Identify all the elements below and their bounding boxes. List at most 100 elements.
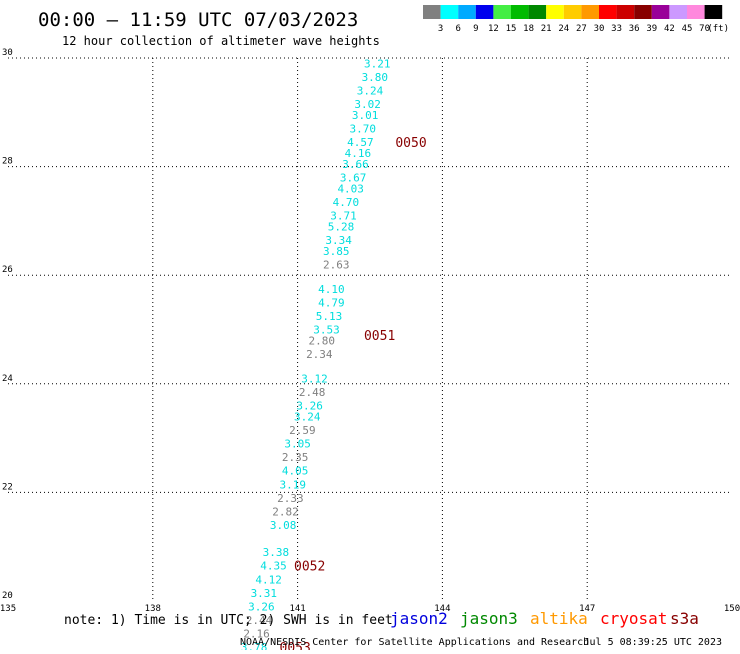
time-label: 0050: [395, 136, 426, 151]
data-point-cyan: 3.67: [340, 171, 367, 184]
y-tick-label: 30: [2, 48, 13, 58]
colorbar-swatch: [704, 5, 723, 19]
x-tick-label: 138: [145, 604, 161, 614]
data-point-cyan: 3.34: [325, 234, 352, 247]
colorbar-swatch: [651, 5, 670, 19]
chart-subtitle: 12 hour collection of altimeter wave hei…: [62, 34, 380, 48]
colorbar-swatch: [669, 5, 687, 19]
data-point-cyan: 3.31: [251, 587, 278, 600]
colorbar-tick-label: 42: [664, 24, 675, 34]
data-point-cyan: 4.79: [318, 296, 345, 309]
x-tick-label: 150: [724, 604, 740, 614]
colorbar-swatch: [563, 5, 582, 19]
data-point-cyan: 3.19: [280, 478, 307, 491]
colorbar-swatch: [546, 5, 564, 19]
colorbar-swatch: [493, 5, 511, 19]
data-point-cyan: 5.13: [316, 310, 343, 323]
y-tick-label: 28: [2, 157, 13, 167]
data-point-gray: 2.34: [306, 348, 333, 361]
data-point-cyan: 3.01: [352, 109, 379, 122]
colorbar-tick-label: 70: [699, 24, 710, 34]
colorbar-swatch: [423, 5, 441, 19]
data-point-cyan: 4.12: [255, 573, 282, 586]
satellite-legend: jason2 jason3 altika cryosat s3a: [390, 609, 699, 628]
colorbar-tick-label: 30: [594, 24, 605, 34]
colorbar-tick-label: 3: [438, 24, 443, 34]
data-point-cyan: 3.24: [357, 85, 384, 98]
colorbar-swatch: [616, 5, 635, 19]
data-point-cyan: 4.35: [260, 560, 287, 573]
satellite-label-cryosat: cryosat: [600, 609, 667, 628]
data-point-cyan: 4.03: [337, 182, 364, 195]
data-point-cyan: 3.38: [263, 546, 290, 559]
y-tick-label: 26: [2, 265, 13, 275]
data-point-cyan: 3.26: [248, 600, 275, 613]
time-label: 0052: [294, 560, 325, 575]
data-point-cyan: 3.12: [301, 372, 328, 385]
colorbar-tick-label: 45: [682, 24, 693, 34]
time-label: 0051: [364, 329, 395, 344]
colorbar-swatch: [511, 5, 529, 19]
colorbar-tick-label: 27: [576, 24, 587, 34]
colorbar-tick-label: 15: [506, 24, 517, 34]
footer-credit: NOAA/NESDIS Center for Satellite Applica…: [240, 637, 589, 648]
data-point-gray: 2.82: [272, 505, 299, 518]
data-point-cyan: 3.21: [364, 57, 391, 70]
data-point-cyan: 3.66: [342, 158, 369, 171]
data-point-cyan: 3.05: [284, 438, 311, 451]
colorbar-swatch: [687, 5, 705, 19]
data-point-gray: 2.59: [289, 424, 316, 437]
colorbar-swatch: [599, 5, 617, 19]
data-point-gray: 2.80: [308, 334, 335, 347]
x-tick-label: 141: [289, 604, 305, 614]
chart-title: 00:00 — 11:59 UTC 07/03/2023: [38, 9, 358, 31]
colorbar-tick-label: 21: [541, 24, 552, 34]
data-point-gray: 2.16: [243, 628, 270, 641]
data-point-gray: 2.48: [299, 386, 326, 399]
data-point-gray: 2.33: [277, 492, 304, 505]
colorbar-swatch: [528, 5, 547, 19]
colorbar-tick-label: 6: [455, 24, 460, 34]
wave-height-points: 3.213.803.243.023.013.704.574.163.663.67…: [241, 57, 391, 654]
colorbar-swatch: [634, 5, 652, 19]
satellite-label-jason3: jason3: [460, 609, 518, 628]
colorbar-tick-label: 39: [646, 24, 657, 34]
footer-note: note: 1) Time is in UTC; 2) SWH is in fe…: [64, 613, 393, 628]
data-point-cyan: 4.05: [282, 465, 309, 478]
satellite-label-jason2: jason2: [390, 609, 448, 628]
x-tick-label: 147: [579, 604, 595, 614]
colorbar-swatch: [581, 5, 599, 19]
data-point-cyan: 3.70: [350, 123, 377, 136]
data-point-cyan: 4.16: [345, 147, 372, 160]
y-tick-label: 24: [2, 374, 13, 384]
colorbar-tick-label: 36: [629, 24, 640, 34]
colorbar-tick-label: 24: [558, 24, 569, 34]
data-point-cyan: 3.71: [330, 209, 357, 222]
data-point-cyan: 5.28: [328, 220, 355, 233]
data-point-gray: 2.35: [282, 451, 309, 464]
y-tick-label: 20: [2, 591, 13, 601]
satellite-label-altika: altika: [530, 609, 588, 628]
data-point-cyan: 4.70: [333, 196, 360, 209]
colorbar-swatch: [440, 5, 459, 19]
colorbar-tick-label: 12: [488, 24, 499, 34]
data-point-cyan: 3.02: [354, 98, 381, 111]
x-tick-label: 135: [0, 604, 16, 614]
data-point-gray: 2.44: [246, 614, 273, 627]
footer-timestamp: Jul 5 08:39:25 UTC 2023: [584, 637, 722, 648]
data-point-cyan: 3.85: [323, 245, 350, 258]
colorbar-unit: (ft): [707, 24, 729, 34]
colorbar-tick-label: 18: [523, 24, 534, 34]
data-point-cyan: 4.10: [318, 283, 345, 296]
data-point-cyan: 3.08: [270, 519, 297, 532]
data-point-cyan: 3.80: [362, 71, 389, 84]
data-point-gray: 2.63: [323, 258, 350, 271]
data-point-cyan: 3.53: [313, 324, 340, 337]
data-point-cyan: 4.57: [347, 136, 374, 149]
data-point-cyan: 3.26: [296, 400, 323, 413]
plot-grid: 135 138 141 144 147 150 20 22 24 26 28 30: [0, 48, 740, 614]
colorbar-swatch: [475, 5, 494, 19]
